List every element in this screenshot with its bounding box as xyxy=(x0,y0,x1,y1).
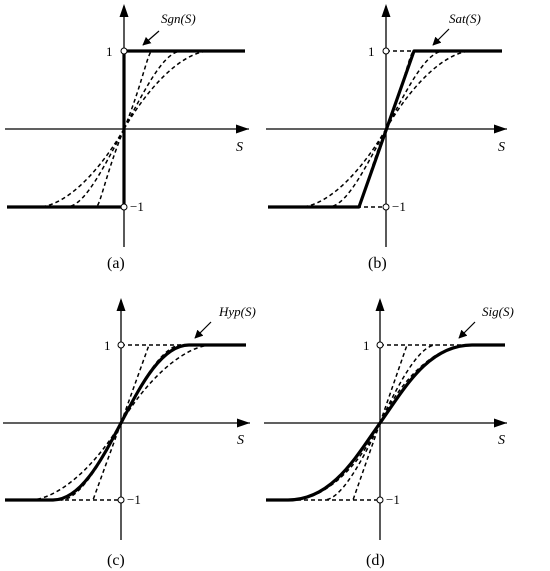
y-axis-arrowhead xyxy=(119,4,129,17)
point-plus-one xyxy=(382,47,390,55)
dashed-line-steep xyxy=(120,344,150,424)
x-axis-arrowhead xyxy=(237,418,250,428)
s-axis-label: S xyxy=(236,140,243,155)
y-axis-arrowhead xyxy=(116,298,126,311)
pointer-arrow xyxy=(432,28,450,46)
tick-minus-one: −1 xyxy=(127,492,141,507)
dashed-curve-medium xyxy=(120,344,182,424)
function-label: Sgn(S) xyxy=(161,11,196,26)
panel-caption: (d) xyxy=(366,552,385,569)
panel-c: Hyp(S) S 1 −1 (c) xyxy=(3,298,256,569)
x-axis-arrowhead xyxy=(236,124,249,134)
point-plus-one xyxy=(117,341,125,349)
dashed-line-steep-neg xyxy=(92,422,122,501)
panel-d: Sig(S) S 1 −1 (d) xyxy=(264,298,514,569)
panel-caption: (c) xyxy=(107,552,125,569)
dashed-curve-medium-neg xyxy=(60,422,122,501)
dashed-line-steep xyxy=(379,344,408,424)
tick-minus-one: −1 xyxy=(130,199,144,214)
panel-caption: (b) xyxy=(368,255,387,272)
panel-b: Sat(S) S 1 −1 (b) xyxy=(266,4,507,272)
panel-a: Sgn(S) S 1 −1 (a) xyxy=(5,4,249,272)
dashed-curve-shallow xyxy=(120,344,213,424)
tick-minus-one: −1 xyxy=(392,199,406,214)
tick-plus-one: 1 xyxy=(363,338,370,353)
tick-plus-one: 1 xyxy=(104,338,111,353)
pointer-arrow xyxy=(142,30,160,46)
sat-function-curve xyxy=(268,49,502,209)
s-axis-label: S xyxy=(237,433,244,448)
tick-plus-one: 1 xyxy=(368,44,375,59)
x-axis-arrowhead xyxy=(494,124,507,134)
dashed-curve-shallow xyxy=(123,50,211,130)
point-minus-one xyxy=(120,203,128,211)
point-plus-one xyxy=(376,341,384,349)
s-axis-label: S xyxy=(498,140,505,155)
tick-minus-one: −1 xyxy=(386,492,400,507)
dashed-line-steep-neg xyxy=(352,422,381,501)
x-axis-arrowhead xyxy=(494,418,507,428)
dashed-curve-shallow-neg xyxy=(291,422,381,501)
point-plus-one xyxy=(120,47,128,55)
function-label: Sig(S) xyxy=(482,304,514,319)
dashed-curve-steep xyxy=(123,50,153,130)
point-minus-one xyxy=(376,496,384,504)
dashed-curve-medium-neg xyxy=(65,128,125,208)
dashed-curve-shallow xyxy=(379,344,469,424)
function-label: Sat(S) xyxy=(449,11,481,26)
y-axis-arrowhead xyxy=(375,298,385,311)
panel-caption: (a) xyxy=(107,255,125,272)
pointer-arrow xyxy=(458,321,476,339)
sig-function-curve xyxy=(266,343,505,502)
dashed-curve-steep-neg xyxy=(95,128,125,208)
dashed-curve-medium-neg xyxy=(327,128,387,208)
dashed-curve-medium xyxy=(123,50,183,130)
dashed-curve-shallow-neg xyxy=(37,128,125,208)
point-minus-one xyxy=(382,203,390,211)
function-label: Hyp(S) xyxy=(218,304,256,319)
pointer-arrow xyxy=(194,321,212,339)
point-minus-one xyxy=(117,496,125,504)
tick-plus-one: 1 xyxy=(106,44,113,59)
s-axis-label: S xyxy=(498,433,505,448)
y-axis-arrowhead xyxy=(381,4,391,17)
hyp-function-curve xyxy=(5,343,246,502)
dashed-curve-shallow-neg xyxy=(29,422,122,501)
dashed-curve-medium xyxy=(385,50,445,130)
sgn-function-curve xyxy=(7,49,245,209)
